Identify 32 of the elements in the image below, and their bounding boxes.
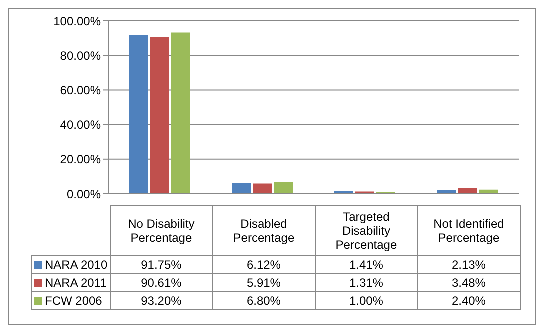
legend-label: NARA 2010 [32, 256, 110, 274]
data-label: 6.12% [212, 256, 316, 274]
y-tick-label: 60.00% [60, 83, 102, 98]
bar [150, 37, 170, 194]
bar [130, 35, 148, 194]
data-label: 6.80% [212, 292, 316, 310]
bar [458, 188, 477, 194]
data-label: 3.48% [418, 274, 520, 292]
data-label: 93.20% [110, 292, 213, 310]
data-label: 1.41% [315, 256, 418, 274]
y-tick-label: 0.00% [66, 187, 102, 202]
bar [232, 183, 251, 194]
x-tick-label: No Disability Percentage [110, 206, 213, 256]
y-tick-label: 80.00% [60, 48, 102, 63]
data-label: 1.00% [315, 292, 418, 310]
legend-label: NARA 2011 [32, 274, 110, 292]
data-label: 91.75% [110, 256, 213, 274]
data-label: 2.40% [418, 292, 520, 310]
legend-label: FCW 2006 [32, 292, 110, 310]
x-tick-label: Disabled Percentage [212, 206, 316, 256]
bar [274, 182, 293, 194]
y-tick-label: 100.00% [54, 14, 102, 28]
data-label: 90.61% [110, 274, 213, 292]
data-label: 5.91% [212, 274, 316, 292]
data-label: 2.13% [418, 256, 520, 274]
x-tick-label: Targeted Disability Percentage [315, 206, 418, 256]
x-tick-label: Not Identified Percentage [418, 206, 520, 256]
bar [172, 32, 190, 194]
bar [253, 184, 272, 194]
data-label: 1.31% [315, 274, 418, 292]
y-tick-label: 40.00% [60, 118, 102, 132]
y-tick-label: 20.00% [60, 152, 102, 167]
